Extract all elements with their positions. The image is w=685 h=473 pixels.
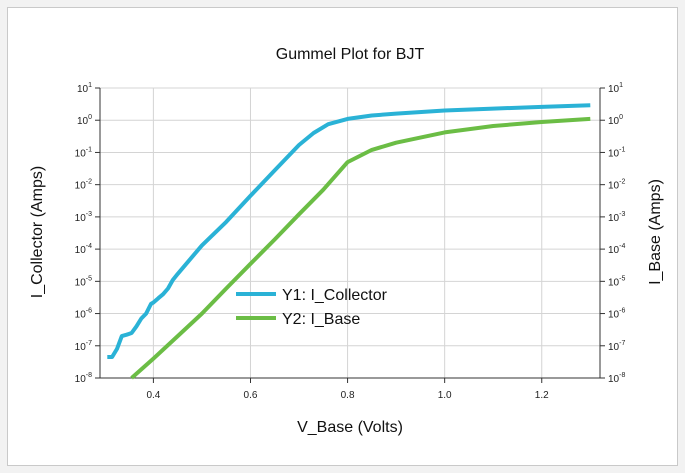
x-tick-label: 0.6 <box>244 390 258 401</box>
series-layer <box>107 103 591 380</box>
x-tick-label: 0.4 <box>146 390 160 401</box>
legend: Y1: I_Collector Y2: I_Base <box>236 287 388 328</box>
y-left-tick-label: 10-8 <box>75 372 92 385</box>
y-right-tick-label: 10-4 <box>608 243 625 256</box>
chart-panel <box>7 7 678 466</box>
x-tick-label: 0.8 <box>341 390 355 401</box>
y-left-tick-label: 10-6 <box>75 308 92 321</box>
x-tick-label: 1.0 <box>438 390 452 401</box>
x-tick-label: 1.2 <box>535 390 549 401</box>
y-right-tick-label: 100 <box>608 114 623 127</box>
y-left-tick-label: 100 <box>77 114 92 127</box>
y-left-tick-label: 10-7 <box>75 340 92 353</box>
y-right-tick-label: 10-8 <box>608 372 625 385</box>
y-axis-right-label: I_Base (Amps) <box>647 179 664 285</box>
y-left-tick-label: 10-5 <box>75 275 92 288</box>
series-line-base <box>130 116 591 380</box>
x-axis-label: V_Base (Volts) <box>297 419 403 436</box>
y-left-tick-label: 10-3 <box>75 211 92 224</box>
chart-title: Gummel Plot for BJT <box>276 46 425 63</box>
legend-label-base: Y2: I_Base <box>282 311 360 328</box>
plot-frame <box>99 88 601 379</box>
y-right-tick-label: 10-2 <box>608 179 625 192</box>
grid-lines <box>100 87 600 379</box>
y-right-tick-label: 10-5 <box>608 275 625 288</box>
series-line-collector <box>107 103 591 359</box>
y-axis-left-label: I_Collector (Amps) <box>29 166 46 298</box>
y-right-tick-label: 10-6 <box>608 308 625 321</box>
y-right-tick-label: 10-3 <box>608 211 625 224</box>
y-left-tick-label: 10-1 <box>75 146 92 159</box>
y-right-tick-label: 101 <box>608 82 623 95</box>
y-right-tick-label: 10-1 <box>608 146 625 159</box>
legend-label-collector: Y1: I_Collector <box>282 287 388 304</box>
y-left-tick-label: 10-2 <box>75 179 92 192</box>
y-left-tick-label: 101 <box>77 82 92 95</box>
y-left-tick-label: 10-4 <box>75 243 92 256</box>
tick-layer: 0.4 0.6 0.8 1.0 1.2 101 101 100 100 10-1 10-1 10-2 1… <box>75 82 626 401</box>
y-right-tick-label: 10-7 <box>608 340 625 353</box>
